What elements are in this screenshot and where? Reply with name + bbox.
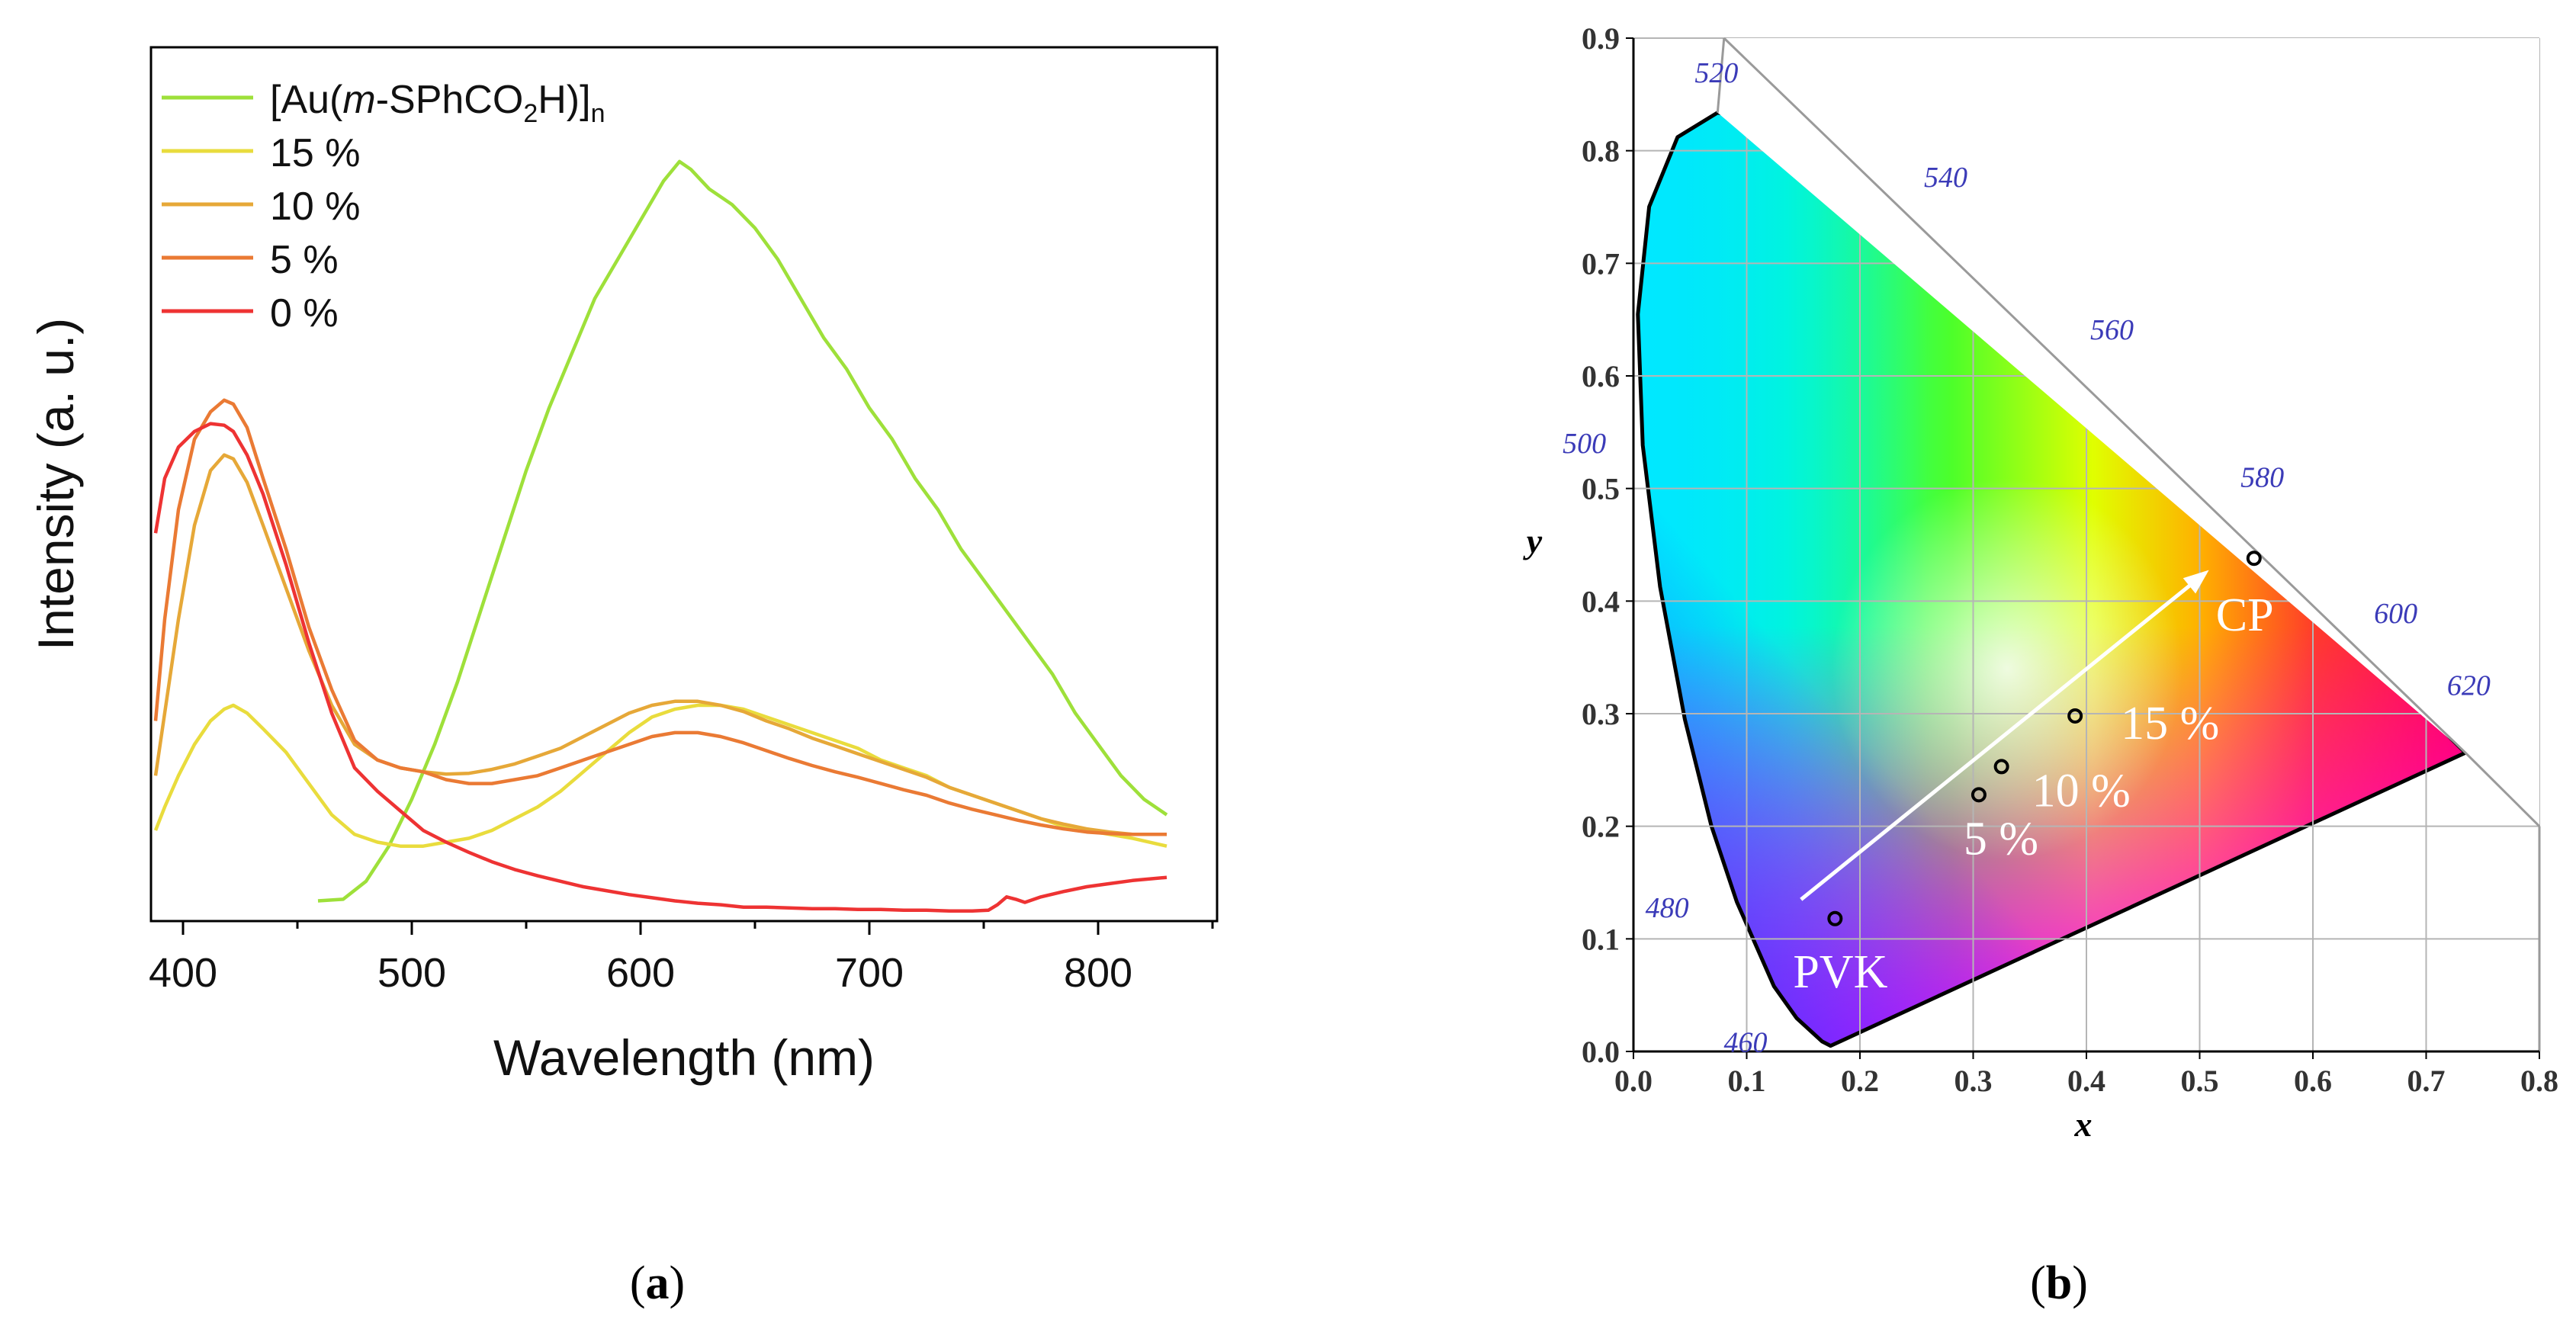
y-axis-label: y (1523, 522, 1543, 560)
y-axis-label: Intensity (a. u.) (27, 318, 84, 651)
point-3 (2067, 708, 2083, 724)
wavelength-label-560: 560 (2090, 314, 2134, 346)
x-tick-label-3: 700 (835, 950, 904, 996)
trend-arrow (1800, 571, 2207, 901)
panel-b-cie-diagram: 0.0 0.1 0.2 0.3 0.4 0.5 0.6 0.7 0.8 0.0 0.1 0.2 0.3 0… (1523, 21, 2558, 1144)
trend-arrowhead (2183, 570, 2209, 594)
y-tick-label-3: 0.3 (1582, 697, 1620, 731)
wavelength-label-540: 540 (1924, 162, 1967, 194)
y-tick-label-0: 0.0 (1582, 1035, 1620, 1069)
white-point-glow (1832, 477, 2183, 859)
axes: 0.0 0.1 0.2 0.3 0.4 0.5 0.6 0.7 0.8 0.0 0.1 0.2 0.3 0… (1582, 21, 2558, 1098)
wavelength-label-460: 460 (1724, 1027, 1768, 1059)
series-line-4 (153, 422, 1168, 913)
wavelength-label-520: 520 (1694, 57, 1738, 89)
wavelength-label-620: 620 (2447, 670, 2491, 702)
hull-line (1716, 37, 1726, 113)
series-line-3 (153, 398, 1167, 836)
point-label-4: CP (2216, 589, 2274, 641)
y-tick-label-9: 0.9 (1582, 21, 1620, 56)
point-4 (2246, 551, 2262, 567)
point-label-3: 15 % (2121, 698, 2219, 750)
y-tick-label-2: 0.2 (1582, 810, 1620, 844)
y-tick-label-6: 0.6 (1582, 359, 1620, 393)
x-tick-label-7: 0.7 (2407, 1064, 2446, 1098)
series-line-1 (153, 703, 1168, 848)
legend-label-2: 10 % (270, 185, 361, 229)
point-1 (1971, 787, 1987, 803)
x-tick-label-3: 0.3 (1954, 1064, 1993, 1098)
x-axis-label: x (2074, 1105, 2093, 1144)
point-label-2: 10 % (2032, 765, 2131, 817)
cie-chromaticity-diagram (1636, 111, 2468, 1048)
legend-label-1: 15 % (270, 131, 361, 175)
y-tick-label-4: 0.4 (1582, 584, 1620, 618)
y-tick-label-8: 0.8 (1582, 134, 1620, 169)
x-tick-label-4: 0.4 (2067, 1064, 2105, 1098)
caption-a: (a) (630, 1257, 685, 1309)
point-label-0: PVK (1793, 946, 1887, 998)
x-tick-label-6: 0.6 (2294, 1064, 2332, 1098)
legend-label-0: [Au(m-SPhCO2H)]n (270, 78, 605, 128)
point-2 (1993, 759, 2009, 775)
series-line-2 (153, 453, 1167, 836)
x-tick-label-4: 800 (1064, 950, 1132, 996)
data-points: PVK 5 %10 % 15 % CP (1793, 551, 2274, 998)
hull-line (1723, 37, 2541, 827)
y-tick-label-1: 0.1 (1582, 922, 1620, 956)
wavelength-labels: 460 480 500 520 540 560 580 600 620 (1563, 57, 2491, 1059)
x-tick-label-1: 0.1 (1728, 1064, 1766, 1098)
wavelength-label-580: 580 (2240, 461, 2284, 493)
wavelength-label-500: 500 (1563, 428, 1606, 460)
y-tick-label-7: 0.7 (1582, 246, 1620, 281)
legend: [Au(m-SPhCO2H)]n15 % 10 % 5 % 0 % (162, 78, 605, 335)
spectra-series (153, 159, 1168, 913)
plot-frame (149, 46, 1219, 923)
caption-b: (b) (2030, 1257, 2088, 1309)
x-tick-label-2: 0.2 (1841, 1064, 1879, 1098)
legend-label-4: 0 % (270, 291, 339, 335)
x-tick-label-1: 500 (377, 950, 446, 996)
x-tick-label-2: 600 (606, 950, 675, 996)
legend-label-3: 5 % (270, 238, 339, 282)
x-tick-label-0: 0.0 (1614, 1064, 1653, 1098)
x-tick-label-0: 400 (149, 950, 217, 996)
wavelength-label-600: 600 (2374, 598, 2417, 630)
wavelength-label-480: 480 (1646, 892, 1689, 924)
y-tick-label-5: 0.5 (1582, 472, 1620, 506)
grid-mask (1717, 38, 2539, 827)
x-axis-ticks: 400 500 600 700 800 (149, 921, 1214, 996)
series-line-0 (317, 159, 1168, 903)
panel-a-spectra: 400 500 600 700 800 Wavelength (nm) Intensit… (27, 46, 1219, 1086)
x-tick-label-5: 0.5 (2181, 1064, 2219, 1098)
x-axis-label: Wavelength (nm) (493, 1029, 875, 1086)
point-0 (1827, 910, 1843, 926)
point-label-1: 5 % (1964, 813, 2038, 865)
x-tick-label-8: 0.8 (2520, 1064, 2558, 1098)
